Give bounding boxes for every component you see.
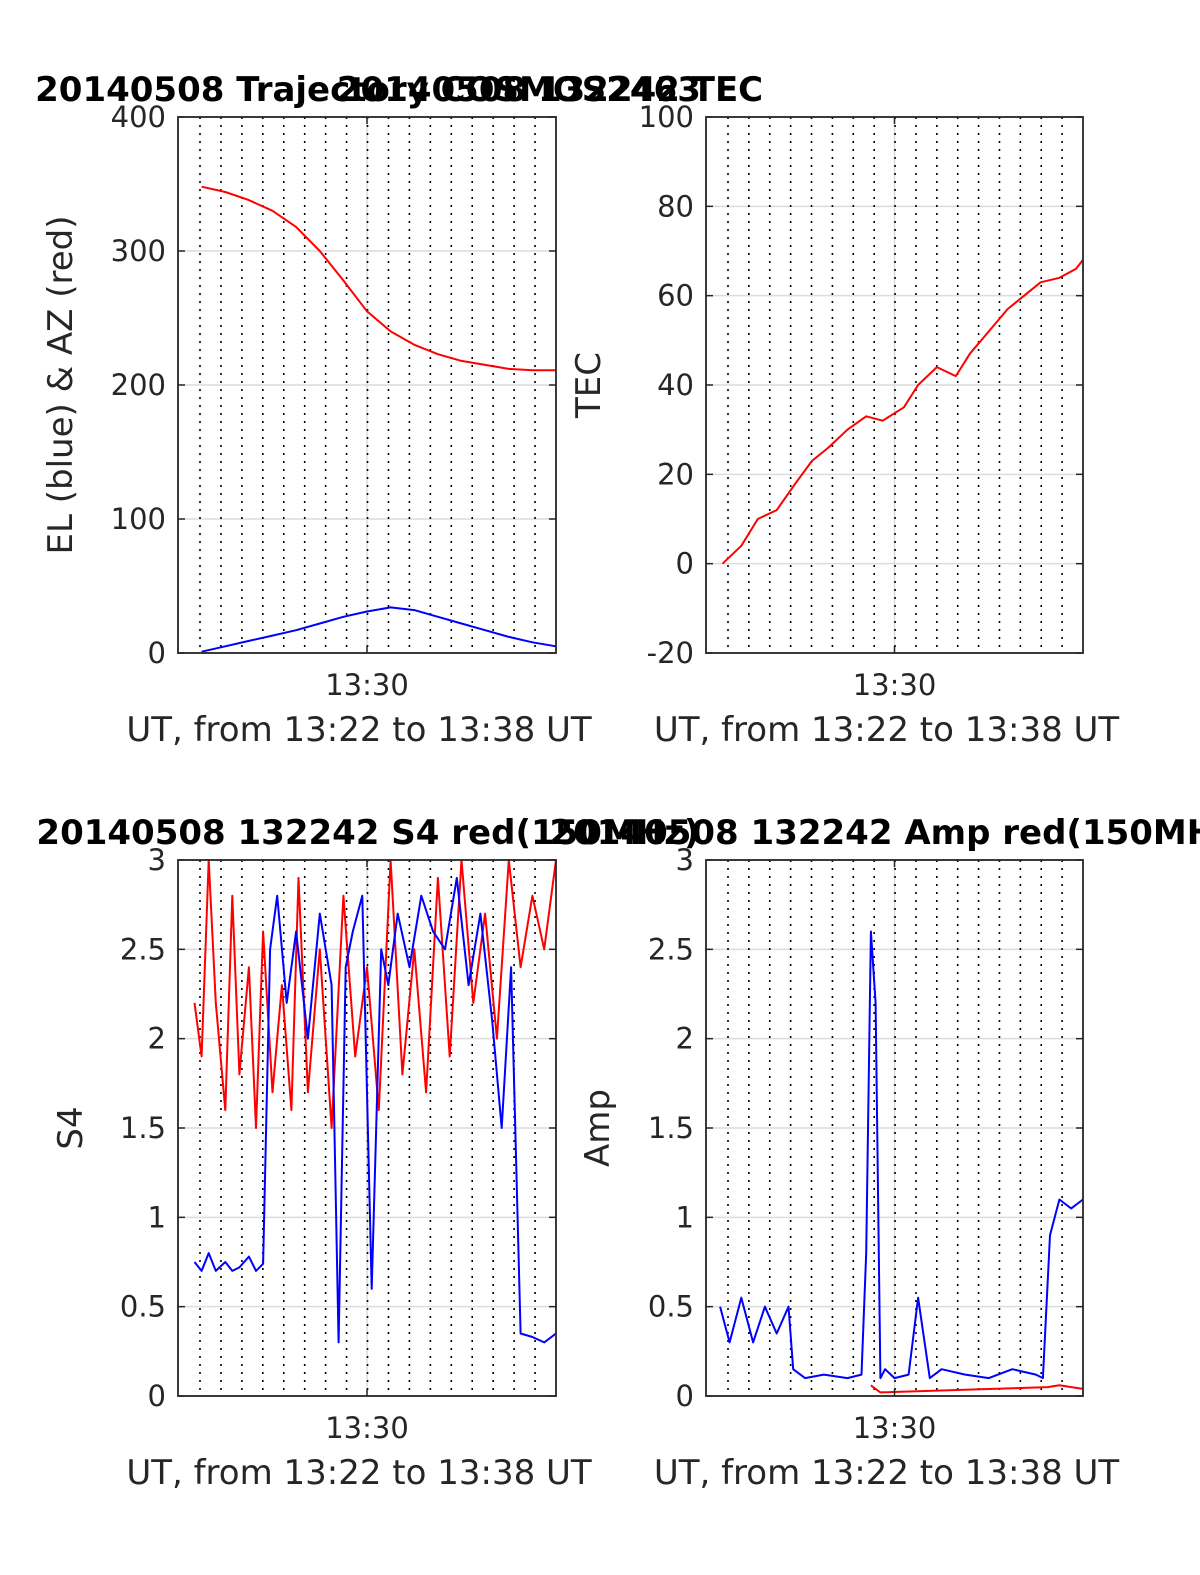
y-tick-label: 100	[111, 502, 166, 536]
chart-title: 20140508 Trajectory COSMOS2463	[35, 70, 701, 110]
y-tick-label: 400	[111, 100, 166, 134]
y-tick-label: 0	[148, 1379, 166, 1413]
y-tick-label: 2	[148, 1022, 166, 1056]
y-tick-label: -20	[647, 636, 694, 670]
y-tick-label: 2	[676, 1022, 694, 1056]
series-line-1	[870, 1384, 1084, 1394]
series-line-1	[193, 876, 557, 1344]
y-tick-label: 2.5	[648, 932, 694, 966]
chart-amp: 0 0.5 1 1.5 2 2.5 3 13:30 UT, from 13:22 to 13:3…	[549, 813, 1200, 1493]
y-tick-label: 3	[676, 843, 694, 877]
y-axis-label: Amp	[578, 1089, 618, 1167]
y-tick-label: 80	[657, 189, 694, 223]
y-tick-label: 1	[148, 1200, 166, 1234]
y-tick-label: 1	[676, 1200, 694, 1234]
y-tick-label: 40	[657, 368, 694, 402]
x-tick-label: 13:30	[853, 1411, 937, 1445]
x-axis-label: UT, from 13:22 to 13:38 UT	[126, 710, 592, 750]
x-axis-label: UT, from 13:22 to 13:38 UT	[654, 710, 1120, 750]
y-tick-label: 100	[639, 100, 694, 134]
y-tick-label: 300	[111, 234, 166, 268]
y-tick-label: 2.5	[120, 932, 166, 966]
y-tick-label: 0.5	[648, 1290, 694, 1324]
x-tick-label: 13:30	[325, 1411, 409, 1445]
x-axis-label: UT, from 13:22 to 13:38 UT	[126, 1453, 592, 1493]
y-tick-label: 1.5	[120, 1111, 166, 1145]
chart-title: 20140508 132242 TEC	[337, 70, 763, 110]
y-tick-label: 200	[111, 368, 166, 402]
x-axis-label: UT, from 13:22 to 13:38 UT	[654, 1453, 1120, 1493]
series-line-0	[193, 859, 557, 1129]
chart-title: 20140508 132242 S4 red(150MHz)	[36, 813, 699, 853]
y-tick-label: 0	[676, 1379, 694, 1413]
y-tick-label: 0.5	[120, 1290, 166, 1324]
chart-s4: 0 0.5 1 1.5 2 2.5 3 13:30 UT, from 13:22 to 13:3…	[36, 813, 699, 1493]
series-line-0	[201, 185, 556, 372]
y-tick-label: 60	[657, 279, 694, 313]
series-line-1	[201, 606, 557, 653]
chart-tec: -20 0 20 40 60 80 100 13:30 UT, from 13:22 to 13…	[337, 70, 1120, 750]
y-tick-label: 0	[148, 636, 166, 670]
series-line-0	[719, 930, 1084, 1380]
y-tick-label: 0	[676, 547, 694, 581]
y-axis-label: EL (blue) & AZ (red)	[41, 215, 81, 554]
x-tick-label: 13:30	[853, 668, 937, 702]
x-tick-label: 13:30	[325, 668, 409, 702]
y-tick-label: 1.5	[648, 1111, 694, 1145]
y-tick-label: 3	[148, 843, 166, 877]
series-line-0	[721, 259, 1084, 565]
y-tick-label: 20	[657, 457, 694, 491]
y-axis-label: TEC	[569, 352, 609, 419]
y-axis-label: S4	[51, 1106, 91, 1149]
chart-title: 20140508 132242 Amp red(150MHz)	[549, 813, 1200, 853]
